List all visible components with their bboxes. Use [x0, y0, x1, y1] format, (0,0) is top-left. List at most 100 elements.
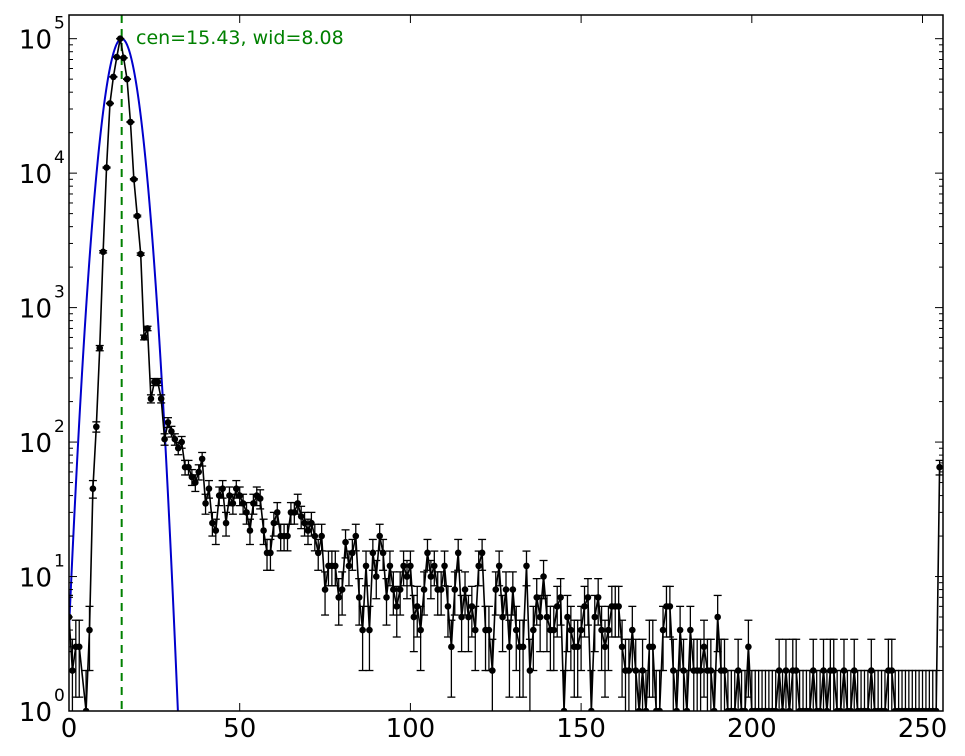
data-point — [574, 643, 581, 651]
data-point — [530, 626, 537, 634]
data-point — [185, 463, 192, 471]
data-point — [407, 562, 414, 570]
data-point — [635, 707, 643, 711]
series-line — [69, 38, 941, 711]
data-point — [157, 395, 165, 403]
data-point — [168, 428, 175, 435]
data-point — [495, 562, 503, 570]
data-point — [598, 626, 605, 634]
data-point — [485, 626, 493, 634]
data-point — [683, 707, 691, 711]
data-point — [584, 594, 592, 601]
data-point — [864, 707, 872, 711]
data-point — [560, 707, 568, 711]
data-point — [881, 707, 889, 711]
data-point — [656, 707, 663, 711]
data-point — [420, 586, 428, 593]
data-point — [697, 667, 704, 674]
data-point — [444, 603, 452, 610]
data-point — [806, 707, 814, 711]
data-point — [396, 586, 404, 593]
data-point — [714, 613, 721, 621]
data-point — [164, 419, 172, 426]
data-point — [106, 100, 114, 107]
data-point — [212, 527, 220, 534]
data-point — [431, 562, 438, 570]
data-point — [553, 603, 561, 610]
data-point — [256, 495, 264, 502]
data-point — [304, 527, 312, 534]
data-point — [229, 500, 237, 507]
data-point — [710, 707, 718, 711]
data-point — [478, 549, 486, 557]
data-point — [236, 492, 244, 499]
data-point — [543, 613, 551, 621]
data-point — [557, 594, 564, 601]
data-point — [335, 594, 343, 601]
data-point — [536, 613, 544, 621]
data-point — [226, 492, 233, 499]
data-point — [93, 423, 100, 431]
data-point — [202, 500, 209, 507]
data-point — [605, 626, 612, 634]
plot-frame — [68, 14, 944, 712]
data-point — [629, 626, 636, 634]
data-point — [369, 549, 377, 557]
data-point — [417, 626, 424, 634]
data-point — [448, 643, 455, 651]
data-point — [297, 513, 305, 520]
y-tick-label-exponent: 2 — [54, 417, 65, 437]
data-point — [519, 643, 527, 651]
data-point — [362, 562, 370, 570]
data-point — [372, 573, 380, 580]
data-point — [489, 667, 496, 674]
data-point — [577, 626, 585, 634]
data-point — [383, 594, 390, 601]
data-point — [222, 519, 230, 527]
data-point — [308, 519, 315, 527]
data-point — [130, 175, 138, 183]
data-point — [89, 485, 97, 493]
data-point — [492, 586, 500, 593]
data-point — [700, 643, 708, 651]
data-point — [355, 594, 363, 601]
data-point — [215, 492, 223, 499]
data-point — [246, 527, 254, 534]
data-point — [243, 509, 250, 516]
data-point — [123, 75, 131, 83]
data-point — [676, 626, 684, 634]
data-point — [642, 707, 650, 711]
data-point — [400, 562, 407, 570]
data-point — [567, 626, 575, 634]
data-point — [591, 613, 599, 621]
data-point — [424, 549, 431, 557]
data-point — [379, 549, 387, 557]
y-tick-label-exponent: 3 — [54, 283, 65, 303]
data-point — [147, 395, 155, 403]
data-point — [509, 586, 517, 593]
data-point — [393, 603, 401, 610]
data-point — [618, 643, 626, 651]
y-tick-label-base: 10 — [19, 564, 52, 594]
data-point — [137, 250, 144, 258]
data-point — [311, 532, 319, 540]
x-tick-label: 250 — [898, 714, 948, 744]
data-point — [345, 562, 353, 570]
x-tick-label: 0 — [61, 714, 78, 744]
data-point — [403, 573, 411, 580]
data-point — [127, 118, 134, 126]
data-point — [847, 707, 855, 711]
y-tick-label-exponent: 5 — [54, 14, 65, 34]
x-tick-label: 100 — [386, 714, 436, 744]
data-point — [410, 613, 418, 621]
data-point — [376, 532, 383, 540]
data-point — [294, 500, 302, 507]
data-point — [318, 532, 325, 540]
data-point — [352, 532, 360, 540]
y-tick-label-exponent: 1 — [54, 552, 65, 572]
data-point — [120, 54, 127, 62]
data-point — [338, 586, 346, 593]
data-point — [342, 538, 349, 546]
